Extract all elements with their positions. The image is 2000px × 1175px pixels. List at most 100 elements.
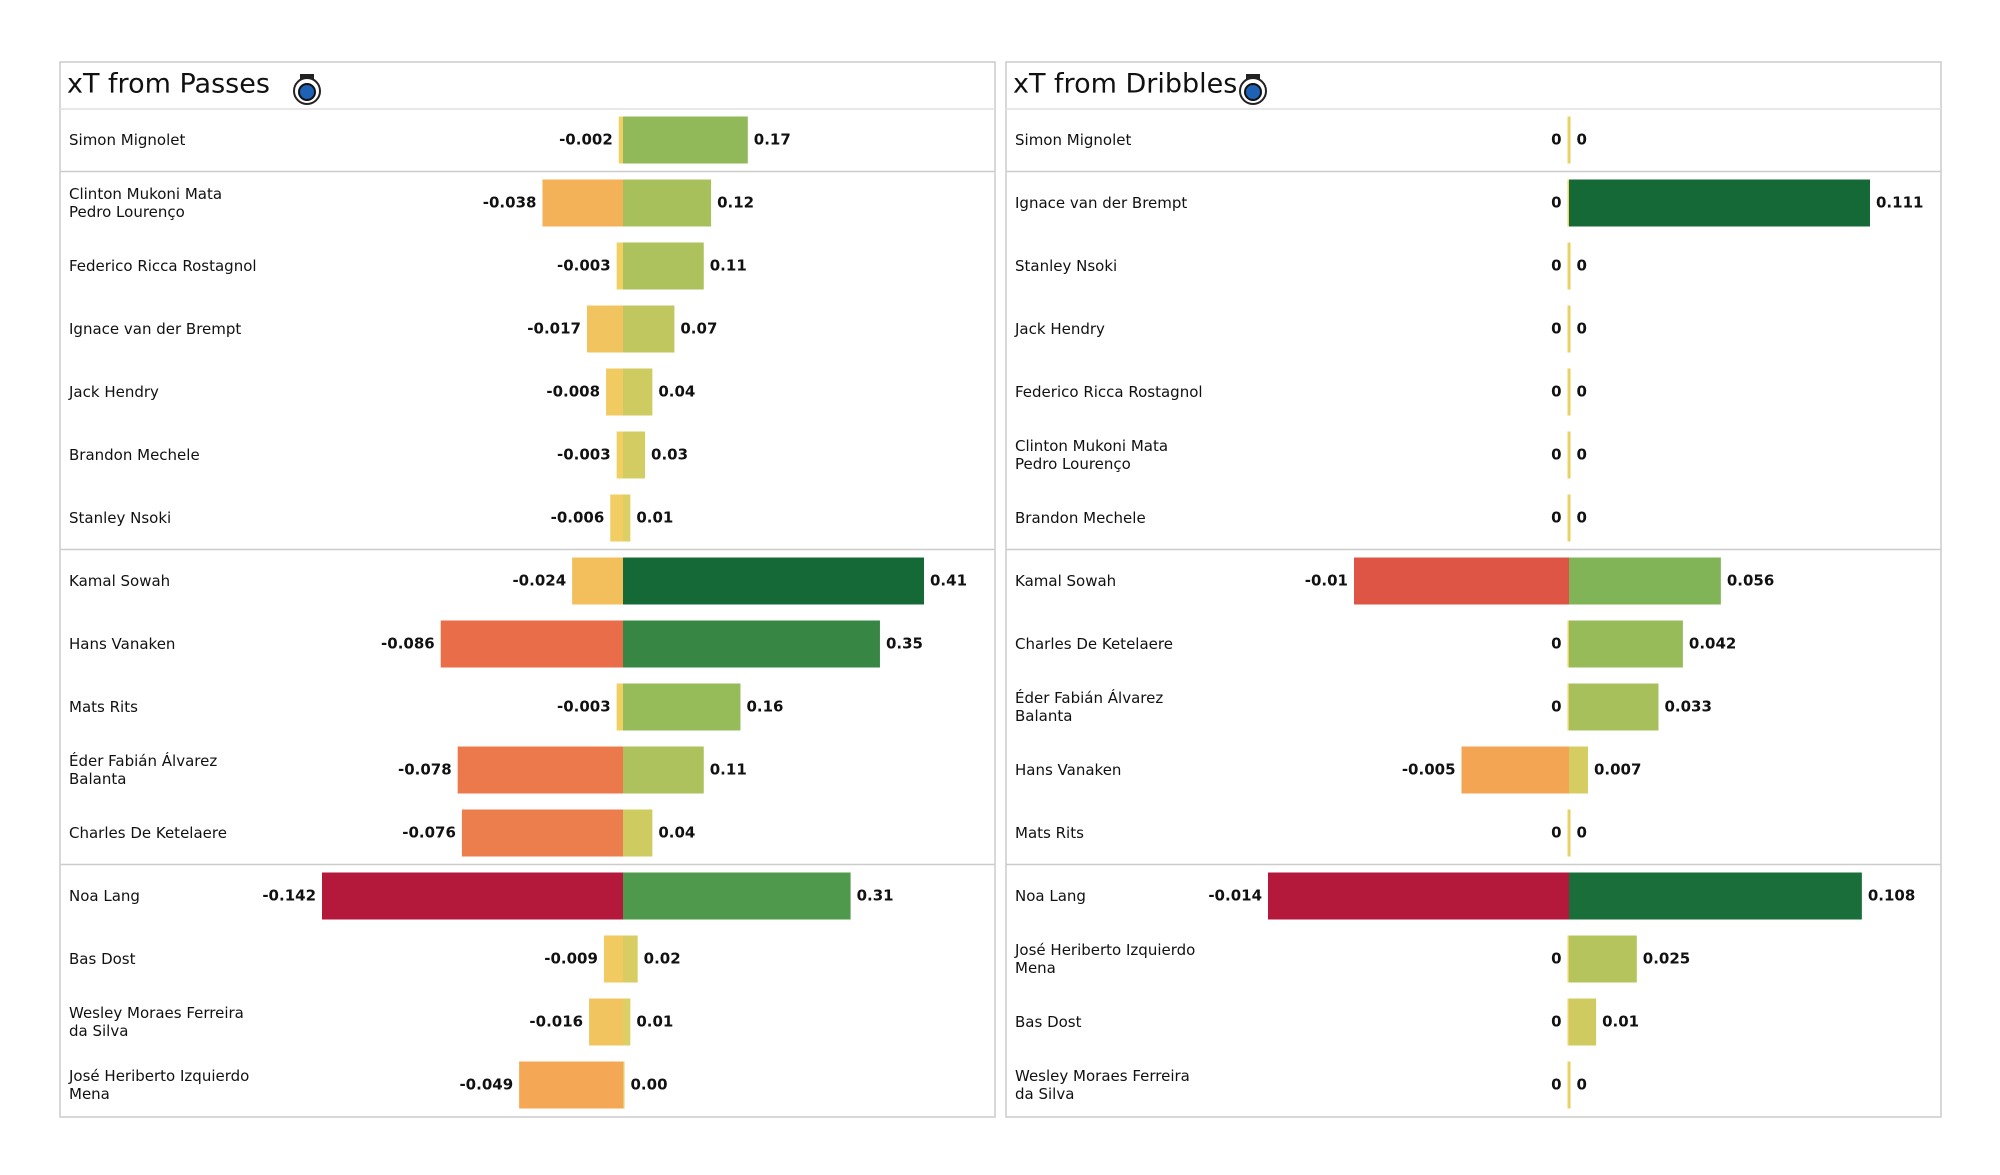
player-name: Simon Mignolet: [1015, 131, 1132, 149]
negative-bar: [610, 494, 623, 542]
negative-label: -0.024: [512, 572, 566, 590]
positive-bar: [1569, 809, 1571, 857]
player-name: Éder Fabián Álvarez Balanta: [69, 752, 218, 788]
negative-label: -0.01: [1305, 572, 1348, 590]
chart-title: xT from Passes: [67, 69, 270, 100]
positive-bar: [623, 116, 748, 164]
negative-label: 0: [1551, 194, 1561, 212]
positive-label: 0.02: [644, 950, 681, 968]
positive-label: 0.00: [631, 1076, 668, 1094]
positive-bar: [1569, 179, 1870, 227]
positive-label: 0.41: [930, 572, 967, 590]
player-name: Simon Mignolet: [69, 131, 186, 149]
positive-label: 0: [1577, 383, 1587, 401]
negative-bar: [603, 935, 623, 983]
negative-bar: [1567, 998, 1569, 1046]
negative-label: 0: [1551, 131, 1561, 149]
player-name: Wesley Moraes Ferreira da Silva: [1015, 1067, 1190, 1103]
negative-bar: [1567, 242, 1569, 290]
positive-bar: [1569, 431, 1571, 479]
positive-label: 0.01: [636, 509, 673, 527]
positive-bar: [623, 746, 704, 794]
positive-bar: [623, 998, 631, 1046]
positive-label: 0.04: [658, 824, 695, 842]
positive-label: 0.35: [886, 635, 923, 653]
positive-bar: [623, 431, 646, 479]
negative-bar: [1567, 116, 1569, 164]
positive-bar: [1569, 746, 1588, 794]
negative-label: -0.076: [402, 824, 456, 842]
negative-bar: [616, 242, 623, 290]
negative-label: -0.003: [557, 257, 611, 275]
negative-bar: [1567, 494, 1569, 542]
positive-label: 0.033: [1664, 698, 1711, 716]
negative-label: -0.014: [1208, 887, 1262, 905]
positive-label: 0.007: [1594, 761, 1641, 779]
negative-label: 0: [1551, 257, 1561, 275]
player-name: José Heriberto Izquierdo Mena: [1015, 941, 1196, 977]
panel-frame: [1005, 61, 1942, 1118]
negative-bar: [519, 1061, 623, 1109]
positive-label: 0.04: [658, 383, 695, 401]
negative-bar: [542, 179, 623, 227]
negative-label: -0.017: [527, 320, 581, 338]
negative-label: 0: [1551, 509, 1561, 527]
player-name: Bas Dost: [1015, 1013, 1082, 1031]
negative-label: -0.009: [544, 950, 598, 968]
negative-label: 0: [1551, 446, 1561, 464]
negative-label: 0: [1551, 950, 1561, 968]
positive-label: 0.11: [710, 257, 747, 275]
player-name: Federico Ricca Rostagnol: [69, 257, 257, 275]
positive-bar: [623, 683, 741, 731]
positive-bar: [1569, 998, 1597, 1046]
negative-label: 0: [1551, 320, 1561, 338]
negative-bar: [322, 872, 623, 920]
negative-bar: [1567, 368, 1569, 416]
positive-label: 0: [1577, 131, 1587, 149]
positive-bar: [623, 809, 653, 857]
player-name: Jack Hendry: [1015, 320, 1105, 338]
player-name: Stanley Nsoki: [69, 509, 172, 527]
player-name: Ignace van der Brempt: [69, 320, 242, 338]
negative-label: 0: [1551, 698, 1561, 716]
positive-bar: [1569, 242, 1571, 290]
positive-label: 0.17: [754, 131, 791, 149]
positive-bar: [1569, 872, 1862, 920]
positive-bar: [623, 494, 631, 542]
negative-bar: [616, 431, 623, 479]
negative-bar: [606, 368, 623, 416]
player-name: Jack Hendry: [69, 383, 159, 401]
player-name: Noa Lang: [69, 887, 140, 905]
positive-bar: [623, 1061, 625, 1109]
negative-bar: [461, 809, 623, 857]
player-name: Brandon Mechele: [69, 446, 200, 464]
positive-bar: [623, 179, 712, 227]
negative-bar: [572, 557, 623, 605]
positive-label: 0: [1577, 509, 1587, 527]
player-name: Hans Vanaken: [1015, 761, 1122, 779]
negative-bar: [1461, 746, 1569, 794]
positive-label: 0.042: [1689, 635, 1736, 653]
player-name: Bas Dost: [69, 950, 136, 968]
negative-label: 0: [1551, 635, 1561, 653]
negative-bar: [1567, 809, 1569, 857]
player-name: José Heriberto Izquierdo Mena: [69, 1067, 250, 1103]
positive-label: 0.31: [857, 887, 894, 905]
crest-inner: [1244, 83, 1262, 101]
player-name: Charles De Ketelaere: [1015, 635, 1173, 653]
positive-label: 0.01: [1602, 1013, 1639, 1031]
player-name: Mats Rits: [69, 698, 138, 716]
positive-bar: [623, 305, 675, 353]
negative-bar: [1567, 305, 1569, 353]
negative-bar: [1567, 935, 1569, 983]
negative-label: -0.086: [381, 635, 435, 653]
player-name: Stanley Nsoki: [1015, 257, 1118, 275]
positive-label: 0.03: [651, 446, 688, 464]
positive-bar: [623, 935, 638, 983]
negative-label: -0.003: [557, 446, 611, 464]
negative-label: 0: [1551, 383, 1561, 401]
negative-label: -0.142: [262, 887, 316, 905]
player-name: Kamal Sowah: [69, 572, 171, 590]
positive-bar: [1569, 305, 1571, 353]
